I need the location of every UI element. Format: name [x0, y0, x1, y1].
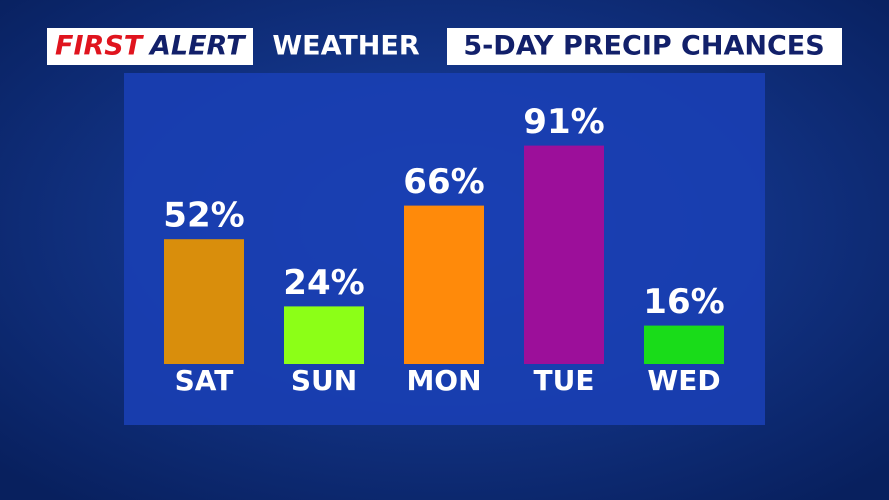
x-tick-label: MON [406, 364, 481, 397]
brand-box [47, 28, 253, 65]
brand-third: WEATHER [272, 31, 419, 62]
value-label: 16% [643, 282, 724, 322]
bar [404, 205, 484, 364]
brand-second: ALERT [148, 31, 247, 62]
value-label: 91% [523, 102, 604, 142]
brand-first: FIRST [55, 31, 145, 62]
x-tick-label: SAT [175, 364, 234, 397]
x-tick-label: WED [647, 364, 720, 397]
x-tick-label: TUE [534, 364, 595, 397]
value-label: 66% [403, 162, 484, 202]
bar [164, 239, 244, 364]
bar [524, 145, 604, 364]
bar [284, 306, 364, 364]
x-tick-label: SUN [291, 364, 357, 397]
bar [644, 325, 724, 364]
value-label: 24% [283, 263, 364, 303]
title-box [447, 28, 842, 65]
chart-title: 5-DAY PRECIP CHANCES [463, 31, 824, 62]
value-label: 52% [163, 196, 244, 236]
